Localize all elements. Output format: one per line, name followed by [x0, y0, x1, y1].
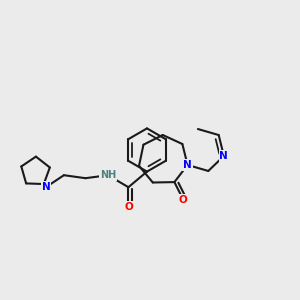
Text: O: O: [124, 202, 133, 212]
Text: NH: NH: [100, 170, 116, 180]
Text: N: N: [220, 151, 228, 161]
Text: O: O: [179, 194, 188, 205]
Text: N: N: [41, 182, 50, 192]
Text: N: N: [183, 160, 192, 170]
